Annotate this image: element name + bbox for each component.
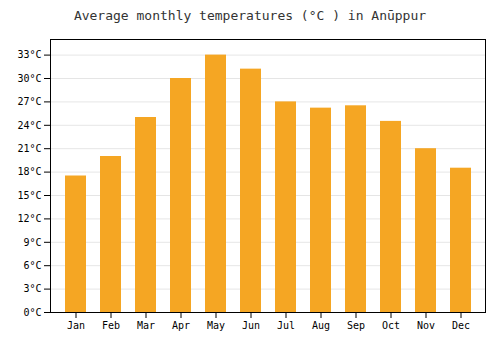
svg-text:Feb: Feb — [102, 320, 120, 331]
svg-text:Aug: Aug — [312, 320, 330, 331]
svg-text:Nov: Nov — [417, 320, 435, 331]
svg-text:Jun: Jun — [242, 320, 260, 331]
svg-text:Jan: Jan — [67, 320, 85, 331]
svg-text:21°C: 21°C — [17, 143, 41, 154]
html-text:Average monthly temperatures (: Average monthly temperatures (°C ) in An… — [73, 8, 427, 23]
svg-text:24°C: 24°C — [17, 120, 41, 131]
svg-text:6°C: 6°C — [23, 260, 41, 271]
svg-text:Jul: Jul — [277, 320, 295, 331]
svg-text:12°C: 12°C — [17, 213, 41, 224]
svg-text:Sep: Sep — [347, 320, 365, 331]
svg-text:18°C: 18°C — [17, 166, 41, 177]
svg-text:9°C: 9°C — [23, 237, 41, 248]
svg-text:Oct: Oct — [382, 320, 400, 331]
svg-text:15°C: 15°C — [17, 190, 41, 201]
svg-text:33°C: 33°C — [17, 49, 41, 60]
svg-text:Mar: Mar — [137, 320, 155, 331]
svg-text:0°C: 0°C — [23, 307, 41, 318]
svg-text:Apr: Apr — [172, 320, 190, 331]
svg-text:May: May — [207, 320, 225, 331]
svg-text:27°C: 27°C — [17, 96, 41, 107]
svg-text:30°C: 30°C — [17, 73, 41, 84]
svg-text:Dec: Dec — [452, 320, 470, 331]
svg-text:3°C: 3°C — [23, 283, 41, 294]
